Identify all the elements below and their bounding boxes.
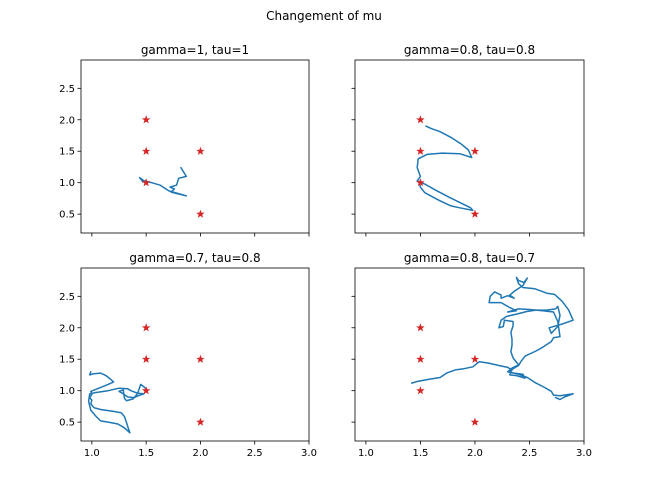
subplot-top-left: gamma=1, tau=1 0.5 1.0 1.5 2.0 2.5 <box>59 43 310 237</box>
star-marker <box>141 178 151 187</box>
star-marker <box>416 178 425 187</box>
subplot-title: gamma=0.8, tau=0.7 <box>404 251 535 265</box>
star-marker <box>196 209 205 218</box>
x-tick-label: 2.5 <box>247 448 263 459</box>
axes-frame <box>354 267 585 442</box>
star-marker <box>470 354 480 363</box>
y-tick-label: 2.5 <box>59 292 75 303</box>
y-tick-label: 2.0 <box>59 115 75 126</box>
x-tick-label: 1.5 <box>412 448 428 459</box>
star-marker <box>416 115 425 124</box>
y-tick-label: 1.5 <box>59 147 75 158</box>
y-tick-label: 1.5 <box>59 355 75 366</box>
subplot-bottom-right: gamma=0.8, tau=0.7 1.0 1.5 2.0 2.5 3.0 <box>351 251 592 459</box>
star-marker <box>470 209 480 218</box>
subplot-top-right: gamma=0.8, tau=0.8 <box>351 43 585 237</box>
y-tick-label: 1.0 <box>59 386 75 397</box>
x-tick-label: 2.5 <box>522 448 538 459</box>
x-tick-label: 3.0 <box>301 448 317 459</box>
star-marker <box>416 386 425 395</box>
star-marker <box>141 323 151 332</box>
star-marker <box>416 354 425 363</box>
axes-frame <box>80 59 310 234</box>
axes-frame <box>80 267 310 442</box>
y-tick-label: 2.5 <box>59 84 75 95</box>
star-marker <box>470 417 480 426</box>
star-marker <box>196 417 205 426</box>
star-marker <box>196 354 205 363</box>
x-tick-label: 2.0 <box>192 448 208 459</box>
x-tick-label: 1.5 <box>138 448 154 459</box>
subplot-title: gamma=0.7, tau=0.8 <box>129 251 260 265</box>
star-marker <box>141 354 151 363</box>
star-marker <box>416 323 425 332</box>
subplot-title: gamma=1, tau=1 <box>141 43 249 57</box>
trajectory-line <box>416 125 474 212</box>
x-tick-label: 1.0 <box>358 448 374 459</box>
x-tick-label: 3.0 <box>576 448 592 459</box>
star-marker <box>141 115 151 124</box>
star-marker <box>141 146 151 155</box>
star-marker <box>196 146 205 155</box>
trajectory-line <box>410 276 574 401</box>
axes-frame <box>354 59 585 234</box>
y-tick-label: 0.5 <box>59 210 75 221</box>
x-tick-label: 1.0 <box>84 448 100 459</box>
star-marker <box>141 386 151 395</box>
trajectory-line <box>87 371 147 434</box>
y-tick-label: 1.0 <box>59 178 75 189</box>
y-tick-label: 0.5 <box>59 418 75 429</box>
subplot-title: gamma=0.8, tau=0.8 <box>404 43 535 57</box>
y-tick-label: 2.0 <box>59 323 75 334</box>
subplot-bottom-left: gamma=0.7, tau=0.8 1.0 1.5 2.0 2.5 3.0 0.5 1.0 1… <box>59 251 317 459</box>
star-marker <box>470 146 480 155</box>
figure-title: Changement of mu <box>266 9 382 23</box>
star-marker <box>416 146 425 155</box>
x-tick-label: 2.0 <box>467 448 483 459</box>
